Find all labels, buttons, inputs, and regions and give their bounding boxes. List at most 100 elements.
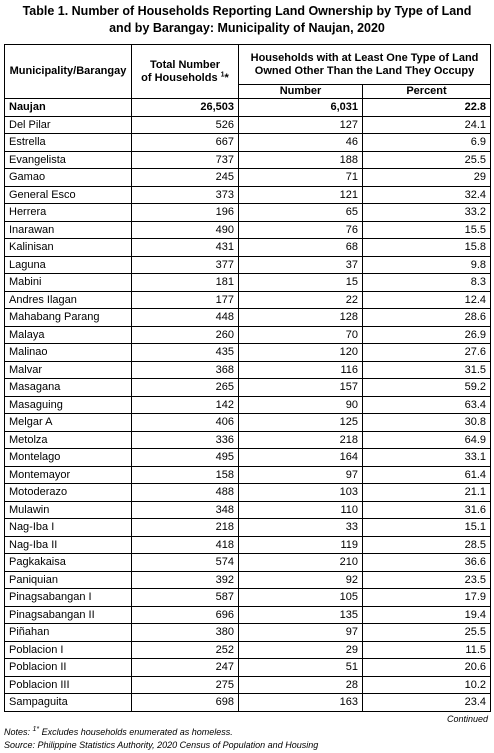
households-percent: 11.5 bbox=[361, 640, 492, 659]
area-name: Gamao bbox=[4, 168, 132, 187]
total-households: 587 bbox=[131, 588, 239, 607]
total-households: 348 bbox=[131, 500, 239, 519]
total-households: 698 bbox=[131, 693, 239, 712]
households-percent: 59.2 bbox=[361, 378, 492, 397]
households-percent: 33.1 bbox=[361, 448, 492, 467]
area-name: Malaya bbox=[4, 325, 132, 344]
households-percent: 21.1 bbox=[361, 483, 492, 502]
households-number: 125 bbox=[238, 413, 363, 432]
table-body: Naujan 26,503 6,031 22.8 Del Pilar 526 127 24.1… bbox=[4, 98, 492, 712]
households-number: 105 bbox=[238, 588, 363, 607]
source-text: Philippine Statistics Authority, 2020 Ce… bbox=[37, 740, 319, 750]
area-name: Nag-Iba II bbox=[4, 535, 132, 554]
area-name: Kalinisan bbox=[4, 238, 132, 257]
table-row: Montelago 495 164 33.1 bbox=[4, 448, 492, 467]
total-households: 218 bbox=[131, 518, 239, 537]
total-households: 260 bbox=[131, 325, 239, 344]
header-cell: Percent bbox=[361, 84, 492, 99]
households-number: 76 bbox=[238, 220, 363, 239]
households-number: 29 bbox=[238, 640, 363, 659]
table-row: Nag-Iba II 418 119 28.5 bbox=[4, 535, 492, 554]
superscript: 1* bbox=[32, 726, 40, 733]
total-households: 490 bbox=[131, 220, 239, 239]
area-name: Pagkakaisa bbox=[4, 553, 132, 572]
area-name: Poblacion III bbox=[4, 675, 132, 694]
table-row: Metolza 336 218 64.9 bbox=[4, 430, 492, 449]
total-households: 406 bbox=[131, 413, 239, 432]
total-households: 431 bbox=[131, 238, 239, 257]
notes: Notes: 1* Excludes households enumerated… bbox=[4, 726, 233, 737]
total-households: 667 bbox=[131, 133, 239, 152]
households-percent: 23.5 bbox=[361, 570, 492, 589]
area-name: Montelago bbox=[4, 448, 132, 467]
table-row: Nag-Iba I 218 33 15.1 bbox=[4, 518, 492, 537]
table-row: Evangelista 737 188 25.5 bbox=[4, 150, 492, 169]
households-number: 71 bbox=[238, 168, 363, 187]
households-number: 188 bbox=[238, 150, 363, 169]
households-number: 97 bbox=[238, 465, 363, 484]
area-name: Andres Ilagan bbox=[4, 290, 132, 309]
table-row: Melgar A 406 125 30.8 bbox=[4, 413, 492, 432]
households-number: 135 bbox=[238, 605, 363, 624]
area-name: Masagana bbox=[4, 378, 132, 397]
total-households: 252 bbox=[131, 640, 239, 659]
households-number: 37 bbox=[238, 255, 363, 274]
area-name: Laguna bbox=[4, 255, 132, 274]
total-households: 435 bbox=[131, 343, 239, 362]
area-name: Malinao bbox=[4, 343, 132, 362]
title: Table 1. Number of Households Reporting … bbox=[0, 3, 494, 37]
total-households: 495 bbox=[131, 448, 239, 467]
area-name: Paniquian bbox=[4, 570, 132, 589]
area-name: Naujan bbox=[4, 98, 132, 117]
households-percent: 31.5 bbox=[361, 360, 492, 379]
table-row: Laguna 377 37 9.8 bbox=[4, 255, 492, 274]
header-cell: Municipality/Barangay bbox=[4, 44, 132, 99]
households-number: 28 bbox=[238, 675, 363, 694]
area-name: Malvar bbox=[4, 360, 132, 379]
area-name: Herrera bbox=[4, 203, 132, 222]
area-name: Inarawan bbox=[4, 220, 132, 239]
area-name: Motoderazo bbox=[4, 483, 132, 502]
households-number: 68 bbox=[238, 238, 363, 257]
households-number: 157 bbox=[238, 378, 363, 397]
total-households: 275 bbox=[131, 675, 239, 694]
table-row: Inarawan 490 76 15.5 bbox=[4, 220, 492, 239]
households-percent: 30.8 bbox=[361, 413, 492, 432]
table-row: Gamao 245 71 29 bbox=[4, 168, 492, 187]
header-mark: * bbox=[224, 71, 229, 84]
area-name: Del Pilar bbox=[4, 115, 132, 134]
households-number: 163 bbox=[238, 693, 363, 712]
total-households: 247 bbox=[131, 658, 239, 677]
households-number: 164 bbox=[238, 448, 363, 467]
households-percent: 17.9 bbox=[361, 588, 492, 607]
header-cell: Total Number of Households 1* bbox=[131, 44, 239, 99]
households-percent: 24.1 bbox=[361, 115, 492, 134]
households-number: 6,031 bbox=[238, 98, 363, 117]
area-name: Mabini bbox=[4, 273, 132, 292]
table-row: Andres Ilagan 177 22 12.4 bbox=[4, 290, 492, 309]
total-households: 245 bbox=[131, 168, 239, 187]
households-number: 65 bbox=[238, 203, 363, 222]
households-percent: 15.8 bbox=[361, 238, 492, 257]
header-text: Total Number bbox=[149, 58, 221, 71]
superscript: 1 bbox=[220, 70, 225, 78]
households-percent: 12.4 bbox=[361, 290, 492, 309]
households-percent: 8.3 bbox=[361, 273, 492, 292]
households-percent: 36.6 bbox=[361, 553, 492, 572]
area-name: Pinagsabangan I bbox=[4, 588, 132, 607]
table-row: Estrella 667 46 6.9 bbox=[4, 133, 492, 152]
header-text: Households with at Least One Type of Lan… bbox=[250, 51, 479, 64]
households-percent: 20.6 bbox=[361, 658, 492, 677]
total-households: 392 bbox=[131, 570, 239, 589]
households-percent: 10.2 bbox=[361, 675, 492, 694]
households-number: 103 bbox=[238, 483, 363, 502]
households-percent: 28.5 bbox=[361, 535, 492, 554]
area-name: Poblacion II bbox=[4, 658, 132, 677]
continued: Continued bbox=[446, 714, 488, 724]
total-households: 196 bbox=[131, 203, 239, 222]
table-row: General Esco 373 121 32.4 bbox=[4, 185, 492, 204]
households-percent: 26.9 bbox=[361, 325, 492, 344]
households-percent: 15.1 bbox=[361, 518, 492, 537]
total-households: 177 bbox=[131, 290, 239, 309]
area-name: Nag-Iba I bbox=[4, 518, 132, 537]
